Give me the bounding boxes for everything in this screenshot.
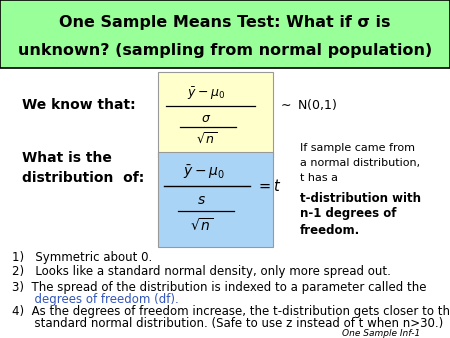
Text: If sample came from: If sample came from	[300, 143, 415, 153]
Text: 2)   Looks like a standard normal density, only more spread out.: 2) Looks like a standard normal density,…	[12, 266, 391, 279]
Text: 1)   Symmetric about 0.: 1) Symmetric about 0.	[12, 250, 152, 264]
Text: freedom.: freedom.	[300, 223, 360, 237]
Text: $\sigma$: $\sigma$	[201, 112, 212, 124]
Text: $\sqrt{n}$: $\sqrt{n}$	[196, 131, 217, 147]
Text: $\bar{y} - \mu_0$: $\bar{y} - \mu_0$	[187, 86, 225, 102]
Bar	[0, 0, 450, 68]
Bar	[158, 152, 273, 247]
Text: 3)  The spread of the distribution is indexed to a parameter called the: 3) The spread of the distribution is ind…	[12, 281, 427, 293]
Text: t-distribution with: t-distribution with	[300, 192, 421, 204]
Text: $\sim$ N(0,1): $\sim$ N(0,1)	[278, 97, 337, 112]
Text: $s$: $s$	[197, 193, 206, 207]
Text: t has a: t has a	[300, 173, 338, 183]
Bar	[158, 72, 273, 157]
Text: n-1 degrees of: n-1 degrees of	[300, 208, 396, 220]
Text: standard normal distribution. (Safe to use z instead of t when n>30.): standard normal distribution. (Safe to u…	[12, 317, 443, 331]
Text: degrees of freedom (df).: degrees of freedom (df).	[12, 292, 179, 306]
Text: distribution  of:: distribution of:	[22, 171, 144, 185]
Text: $\sqrt{n}$: $\sqrt{n}$	[190, 218, 213, 235]
Text: What is the: What is the	[22, 151, 112, 165]
Text: One Sample Inf-1: One Sample Inf-1	[342, 330, 420, 338]
Text: 4)  As the degrees of freedom increase, the t-distribution gets closer to the: 4) As the degrees of freedom increase, t…	[12, 306, 450, 318]
Text: $= t$: $= t$	[256, 178, 283, 194]
Text: $\bar{y} - \mu_0$: $\bar{y} - \mu_0$	[183, 163, 225, 181]
Text: One Sample Means Test: What if σ is: One Sample Means Test: What if σ is	[59, 15, 391, 29]
Text: unknown? (sampling from normal population): unknown? (sampling from normal populatio…	[18, 43, 432, 57]
Text: We know that:: We know that:	[22, 98, 135, 112]
Text: a normal distribution,: a normal distribution,	[300, 158, 420, 168]
